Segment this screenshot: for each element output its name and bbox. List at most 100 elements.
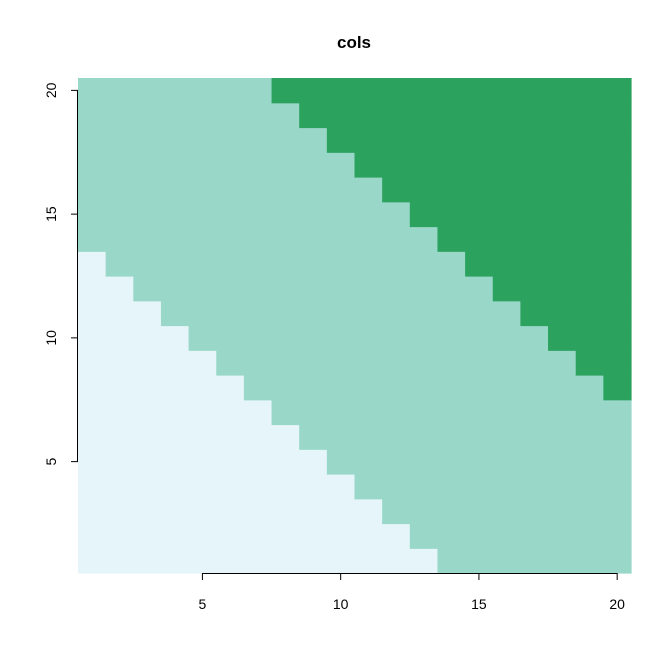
heatmap-cell — [465, 276, 494, 302]
heatmap-cell — [105, 523, 134, 549]
heatmap-cell — [105, 276, 134, 302]
heatmap-cell — [160, 226, 190, 252]
heatmap-cell — [188, 498, 217, 525]
heatmap-cell — [603, 201, 632, 228]
heatmap-cell — [575, 350, 604, 376]
heatmap-cell — [492, 399, 521, 426]
heatmap-cell — [575, 424, 604, 450]
heatmap-cell — [326, 276, 356, 302]
heatmap-cell — [299, 523, 328, 549]
heatmap-cell — [271, 474, 300, 500]
heatmap-cell — [409, 375, 439, 401]
heatmap-cell — [382, 177, 411, 203]
heatmap-cell — [299, 177, 328, 203]
heatmap-cell — [299, 152, 328, 178]
heatmap-cell — [326, 523, 356, 549]
heatmap-cell — [575, 325, 604, 351]
heatmap-cell — [160, 127, 190, 153]
heatmap-cell — [603, 375, 632, 401]
heatmap-cell — [271, 102, 300, 129]
y-axis: 5 10 15 20 — [43, 82, 78, 466]
heatmap-cell — [520, 102, 549, 129]
heatmap-cell — [243, 523, 273, 549]
heatmap-cell — [465, 449, 494, 475]
heatmap-cell — [271, 325, 300, 351]
heatmap-cell — [160, 325, 190, 351]
heatmap-cell — [354, 201, 383, 228]
heatmap-cell — [78, 523, 107, 549]
heatmap-cell — [326, 325, 356, 351]
heatmap-cell — [382, 201, 411, 228]
heatmap-cell — [409, 177, 439, 203]
heatmap-cell — [382, 449, 411, 475]
heatmap-cell — [575, 177, 604, 203]
heatmap-cell — [105, 399, 134, 426]
heatmap-cell — [271, 226, 300, 252]
heatmap-cell — [271, 300, 300, 327]
heatmap-cell — [354, 325, 383, 351]
heatmap-cell — [382, 102, 411, 129]
heatmap-cell — [160, 102, 190, 129]
heatmap-cell — [326, 449, 356, 475]
heatmap-cell — [409, 325, 439, 351]
heatmap-cell — [216, 399, 245, 426]
heatmap-cell — [382, 424, 411, 450]
heatmap-cell — [78, 325, 107, 351]
heatmap-cell — [243, 399, 273, 426]
heatmap-cell — [437, 498, 466, 525]
heatmap-cell — [133, 523, 162, 549]
heatmap-cell — [520, 300, 549, 327]
x-tick-label: 10 — [333, 596, 349, 612]
heatmap-cell — [326, 127, 356, 153]
heatmap-cell — [216, 523, 245, 549]
heatmap-cell — [354, 375, 383, 401]
heatmap-cell — [188, 424, 217, 450]
heatmap-cell — [437, 276, 466, 302]
heatmap-cell — [575, 399, 604, 426]
heatmap-cell — [243, 548, 273, 574]
heatmap-cell — [575, 226, 604, 252]
heatmap-cell — [299, 226, 328, 252]
heatmap-cell — [354, 78, 383, 104]
heatmap-cell — [465, 424, 494, 450]
heatmap-cell — [105, 177, 134, 203]
heatmap-cell — [243, 127, 273, 153]
heatmap-cell — [271, 152, 300, 178]
heatmap-cell — [520, 251, 549, 277]
heatmap-cell — [409, 201, 439, 228]
heatmap-cell — [188, 375, 217, 401]
heatmap-cell — [492, 177, 521, 203]
heatmap-cell — [243, 424, 273, 450]
heatmap-cell — [271, 201, 300, 228]
heatmap-cell — [160, 350, 190, 376]
heatmap-cell — [188, 449, 217, 475]
heatmap-cell — [492, 276, 521, 302]
heatmap-cell — [299, 276, 328, 302]
heatmap-cell — [216, 177, 245, 203]
heatmap-cell — [78, 375, 107, 401]
heatmap-cell — [465, 127, 494, 153]
heatmap-cell — [105, 78, 134, 104]
heatmap-cell — [133, 251, 162, 277]
heatmap-cell — [326, 350, 356, 376]
heatmap-cell — [160, 251, 190, 277]
heatmap-cell — [160, 449, 190, 475]
heatmap-cell — [382, 78, 411, 104]
heatmap-cell — [271, 375, 300, 401]
heatmap-cell — [465, 399, 494, 426]
heatmap-cell — [271, 399, 300, 426]
heatmap-cell — [437, 177, 466, 203]
heatmap-cell — [326, 548, 356, 574]
heatmap-cell — [216, 325, 245, 351]
heatmap-cell — [382, 375, 411, 401]
heatmap-cell — [78, 449, 107, 475]
heatmap-cell — [160, 474, 190, 500]
heatmap-cell — [437, 449, 466, 475]
heatmap-cell — [409, 152, 439, 178]
heatmap-cell — [105, 300, 134, 327]
heatmap-cell — [382, 350, 411, 376]
heatmap-cell — [409, 127, 439, 153]
heatmap-cell — [465, 152, 494, 178]
heatmap-cell — [548, 449, 577, 475]
heatmap-cell — [437, 424, 466, 450]
